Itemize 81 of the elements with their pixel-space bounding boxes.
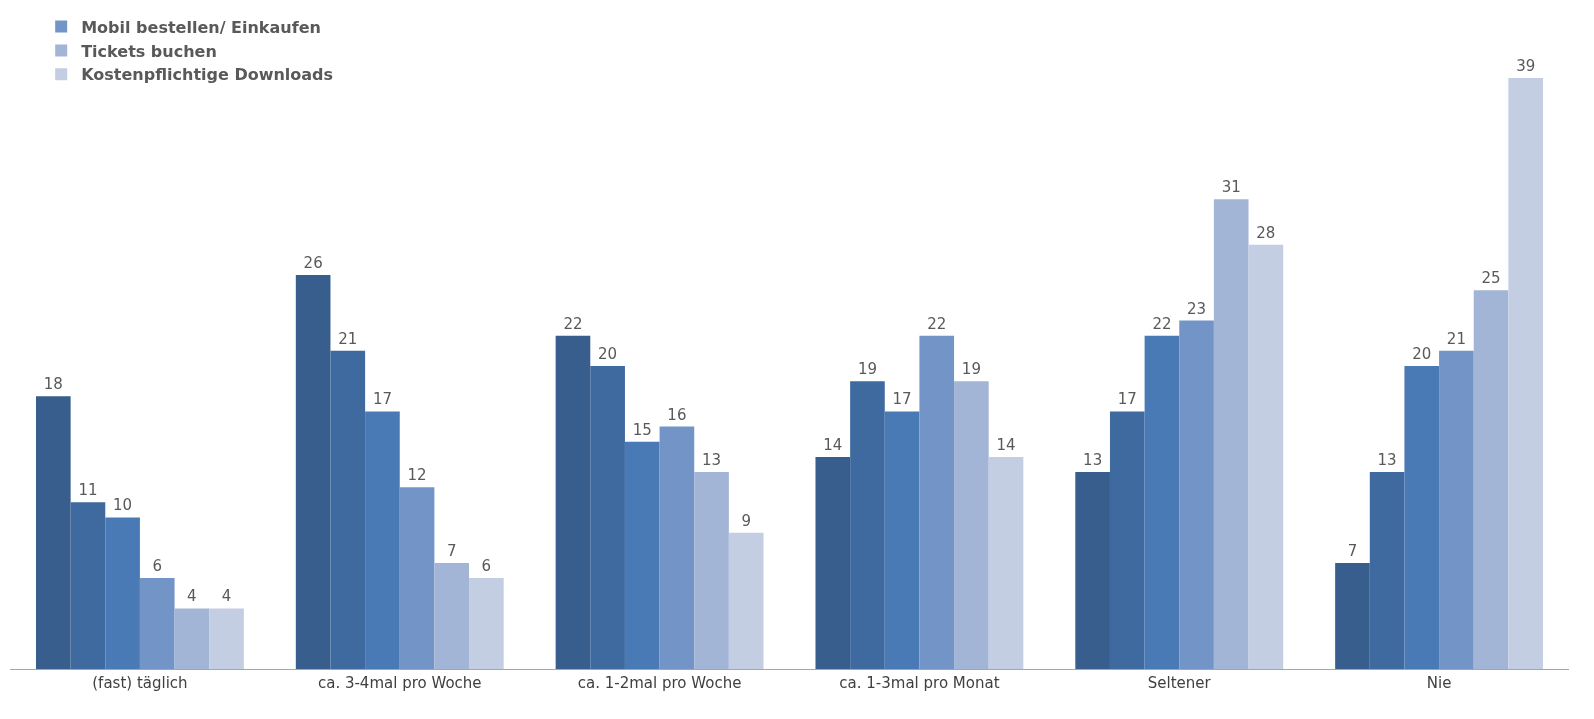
bar	[434, 562, 470, 669]
data-label: 11	[78, 481, 98, 500]
bar	[850, 381, 885, 669]
bar	[659, 426, 695, 669]
data-label: 31	[1221, 178, 1241, 197]
bar	[815, 456, 851, 669]
x-tick-label: Seltener	[1147, 674, 1212, 692]
bar	[1404, 365, 1440, 669]
data-label: 7	[446, 541, 457, 560]
data-label: 12	[407, 466, 427, 485]
bar	[1075, 472, 1110, 669]
bar	[954, 381, 989, 669]
bar	[1144, 335, 1180, 669]
bar	[399, 487, 435, 669]
data-label: 39	[1516, 57, 1536, 76]
bar	[728, 532, 764, 669]
x-tick-label: ca. 1-2mal pro Woche	[577, 674, 742, 692]
bar	[330, 350, 366, 669]
data-label: 21	[338, 329, 358, 348]
data-label: 22	[1152, 314, 1172, 333]
bar	[1248, 244, 1284, 669]
bar	[105, 517, 140, 669]
bar	[1335, 562, 1370, 669]
bar	[1369, 472, 1405, 669]
data-label: 13	[1377, 451, 1397, 470]
data-label: 19	[857, 360, 877, 379]
bar	[884, 411, 920, 669]
bar	[209, 608, 244, 669]
data-label: 10	[113, 496, 133, 515]
bar	[1439, 350, 1474, 669]
bar	[1508, 78, 1544, 669]
data-label: 4	[187, 587, 197, 606]
data-label: 13	[702, 451, 722, 470]
legend-label: Kostenpflichtige Downloads	[81, 65, 334, 85]
data-label: 9	[741, 511, 751, 530]
bar	[469, 578, 504, 669]
bar	[590, 365, 625, 669]
data-label: 21	[1446, 329, 1466, 348]
x-tick-label: (fast) täglich	[92, 674, 188, 692]
data-label: 22	[927, 314, 947, 333]
bar	[35, 396, 71, 669]
bar	[70, 502, 106, 669]
data-label: 25	[1481, 269, 1501, 288]
x-tick-label: ca. 3-4mal pro Woche	[317, 674, 482, 692]
bar	[624, 441, 660, 669]
data-label: 18	[43, 375, 63, 394]
bar	[1473, 290, 1509, 669]
bar	[139, 578, 175, 669]
bar	[295, 275, 331, 669]
bar	[1109, 411, 1145, 669]
bar	[555, 335, 591, 669]
data-label: 17	[892, 390, 912, 409]
x-tick-label: ca. 1-3mal pro Monat	[839, 674, 1000, 692]
data-label: 20	[598, 344, 618, 363]
data-label: 20	[1412, 344, 1432, 363]
bar	[919, 335, 955, 669]
legend-label: Mobil bestellen/ Einkaufen	[81, 17, 321, 37]
data-label: 16	[667, 405, 687, 424]
bar	[1213, 199, 1249, 669]
data-label: 26	[303, 254, 323, 273]
data-label: 14	[996, 435, 1016, 454]
bar	[1179, 320, 1214, 669]
bar	[365, 411, 400, 669]
data-label: 17	[1117, 390, 1137, 409]
bar	[988, 456, 1024, 669]
data-label: 19	[961, 360, 981, 379]
data-label: 6	[481, 557, 492, 576]
bar	[694, 472, 729, 669]
data-label: 13	[1083, 451, 1103, 470]
x-tick-label: Nie	[1426, 674, 1452, 692]
legend-label: Tickets buchen	[81, 41, 217, 61]
data-label: 22	[563, 314, 583, 333]
data-label: 15	[632, 420, 652, 439]
data-label: 4	[221, 587, 232, 606]
data-label: 28	[1256, 223, 1276, 242]
data-label: 14	[823, 435, 843, 454]
data-label: 23	[1187, 299, 1207, 318]
bar	[174, 608, 210, 669]
data-label: 7	[1347, 541, 1358, 560]
data-label: 6	[152, 557, 163, 576]
data-label: 17	[372, 390, 392, 409]
